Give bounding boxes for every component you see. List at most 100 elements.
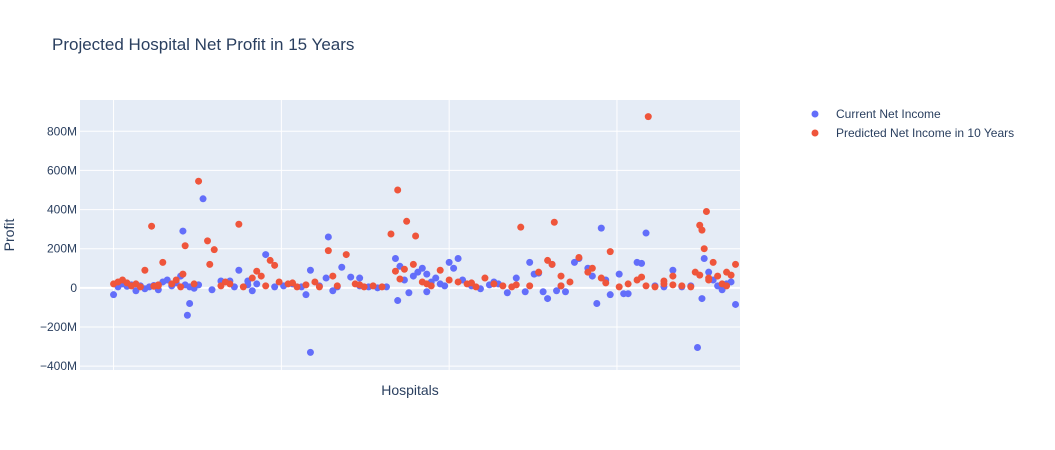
current-income-point[interactable] <box>324 233 332 241</box>
predicted-income-point[interactable] <box>159 258 167 266</box>
current-income-point[interactable] <box>186 299 194 307</box>
plot-area[interactable] <box>80 100 740 370</box>
predicted-income-point[interactable] <box>423 280 431 288</box>
current-income-point[interactable] <box>423 288 431 296</box>
current-income-point[interactable] <box>705 268 713 276</box>
predicted-income-point[interactable] <box>566 278 574 286</box>
predicted-income-point[interactable] <box>702 208 710 216</box>
current-income-point[interactable] <box>347 273 355 281</box>
predicted-income-point[interactable] <box>289 279 297 287</box>
current-income-point[interactable] <box>338 263 346 271</box>
predicted-income-point[interactable] <box>696 271 704 279</box>
predicted-income-point[interactable] <box>651 283 659 291</box>
predicted-income-point[interactable] <box>315 283 323 291</box>
predicted-income-point[interactable] <box>644 113 652 121</box>
predicted-income-point[interactable] <box>172 276 180 284</box>
predicted-income-point[interactable] <box>550 218 558 226</box>
current-income-point[interactable] <box>253 280 261 288</box>
predicted-income-point[interactable] <box>723 282 731 290</box>
legend[interactable]: Current Net Income Predicted Net Income i… <box>811 107 1015 140</box>
predicted-income-point[interactable] <box>597 274 605 282</box>
current-income-point[interactable] <box>503 289 511 297</box>
predicted-income-point[interactable] <box>705 276 713 284</box>
legend-marker[interactable] <box>811 129 819 137</box>
predicted-income-point[interactable] <box>150 282 158 290</box>
current-income-point[interactable] <box>454 254 462 262</box>
predicted-income-point[interactable] <box>698 226 706 234</box>
current-income-point[interactable] <box>593 299 601 307</box>
current-income-point[interactable] <box>526 258 534 266</box>
predicted-income-point[interactable] <box>468 279 476 287</box>
current-income-point[interactable] <box>199 195 207 203</box>
predicted-income-point[interactable] <box>714 272 722 280</box>
predicted-income-point[interactable] <box>324 247 332 255</box>
predicted-income-point[interactable] <box>669 272 677 280</box>
predicted-income-point[interactable] <box>660 277 668 285</box>
predicted-income-point[interactable] <box>526 282 534 290</box>
predicted-income-point[interactable] <box>642 282 650 290</box>
predicted-income-point[interactable] <box>700 245 708 253</box>
predicted-income-point[interactable] <box>257 272 265 280</box>
current-income-point[interactable] <box>322 274 330 282</box>
current-income-point[interactable] <box>512 274 520 282</box>
current-income-point[interactable] <box>638 259 646 267</box>
legend-label[interactable]: Current Net Income <box>836 107 941 121</box>
current-income-point[interactable] <box>394 297 402 305</box>
current-income-point[interactable] <box>615 270 623 278</box>
current-income-point[interactable] <box>432 274 440 282</box>
current-income-point[interactable] <box>423 270 431 278</box>
predicted-income-point[interactable] <box>732 260 740 268</box>
current-income-point[interactable] <box>642 229 650 237</box>
predicted-income-point[interactable] <box>239 283 247 291</box>
current-income-point[interactable] <box>693 344 701 351</box>
current-income-point[interactable] <box>248 287 256 295</box>
predicted-income-point[interactable] <box>512 281 520 289</box>
current-income-point[interactable] <box>606 291 614 299</box>
predicted-income-point[interactable] <box>329 272 337 280</box>
predicted-income-point[interactable] <box>403 217 411 225</box>
predicted-income-point[interactable] <box>235 220 243 228</box>
predicted-income-point[interactable] <box>602 279 610 287</box>
predicted-income-point[interactable] <box>412 232 420 240</box>
predicted-income-point[interactable] <box>271 261 279 269</box>
predicted-income-point[interactable] <box>221 278 229 286</box>
current-income-point[interactable] <box>624 290 632 298</box>
predicted-income-point[interactable] <box>624 280 632 288</box>
predicted-income-point[interactable] <box>204 237 212 245</box>
predicted-income-point[interactable] <box>179 270 187 278</box>
predicted-income-point[interactable] <box>445 276 453 284</box>
legend-marker[interactable] <box>811 110 819 118</box>
current-income-point[interactable] <box>306 348 314 356</box>
current-income-point[interactable] <box>405 289 413 297</box>
predicted-income-point[interactable] <box>394 186 402 194</box>
predicted-income-point[interactable] <box>206 260 214 268</box>
current-income-point[interactable] <box>306 266 314 274</box>
predicted-income-point[interactable] <box>557 272 565 280</box>
predicted-income-point[interactable] <box>400 265 408 273</box>
current-income-point[interactable] <box>391 254 399 262</box>
current-income-point[interactable] <box>521 288 529 296</box>
predicted-income-point[interactable] <box>136 283 144 291</box>
current-income-point[interactable] <box>544 295 552 303</box>
current-income-point[interactable] <box>732 300 740 308</box>
predicted-income-point[interactable] <box>275 278 283 286</box>
current-income-point[interactable] <box>183 311 191 319</box>
current-income-point[interactable] <box>262 251 270 259</box>
predicted-income-point[interactable] <box>262 282 270 290</box>
current-income-point[interactable] <box>110 291 118 299</box>
current-income-point[interactable] <box>418 264 426 272</box>
predicted-income-point[interactable] <box>356 281 364 289</box>
current-income-point[interactable] <box>445 258 453 266</box>
predicted-income-point[interactable] <box>210 246 218 254</box>
predicted-income-point[interactable] <box>181 242 189 250</box>
predicted-income-point[interactable] <box>436 266 444 274</box>
predicted-income-point[interactable] <box>606 248 614 256</box>
predicted-income-point[interactable] <box>678 282 686 290</box>
current-income-point[interactable] <box>179 227 187 235</box>
current-income-point[interactable] <box>561 288 569 296</box>
predicted-income-point[interactable] <box>575 254 583 261</box>
predicted-income-point[interactable] <box>409 260 417 268</box>
predicted-income-point[interactable] <box>378 283 386 291</box>
predicted-income-point[interactable] <box>687 283 695 291</box>
current-income-point[interactable] <box>271 283 279 291</box>
